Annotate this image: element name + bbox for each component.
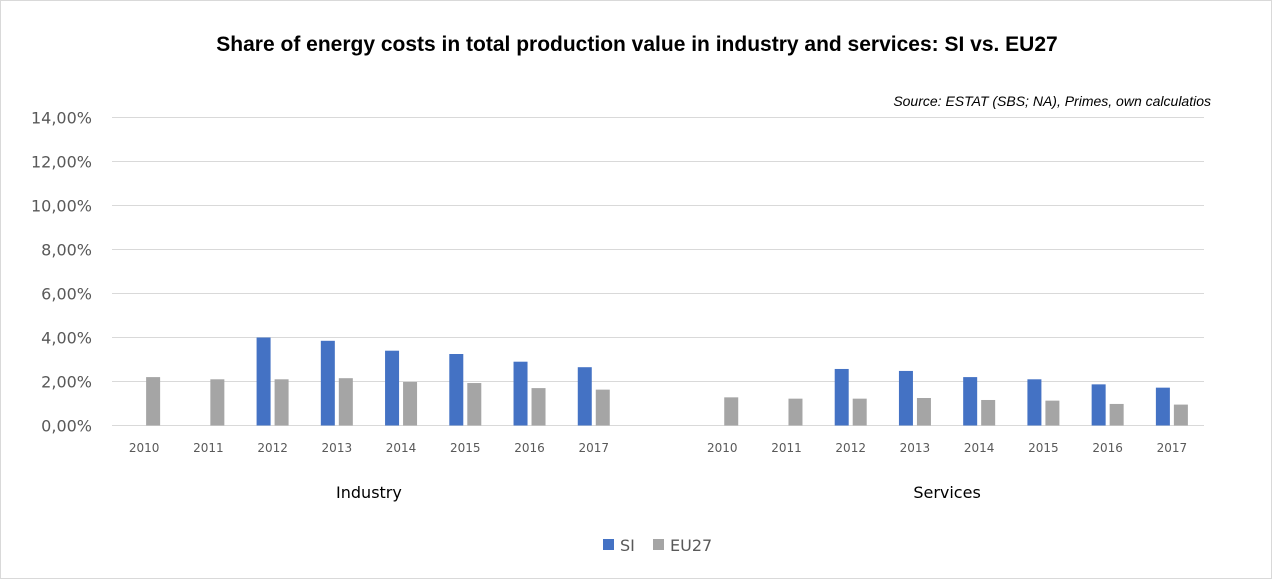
x-tick-label: 2010 [129, 441, 160, 455]
bars [146, 337, 1188, 426]
bar-eu27-industry-2014 [403, 381, 418, 426]
x-tick-label: 2012 [257, 441, 288, 455]
bar-eu27-services-2014 [981, 399, 996, 426]
source-note: Source: ESTAT (SBS; NA), Primes, own cal… [893, 93, 1211, 109]
y-tick-label: 4,00% [41, 329, 92, 348]
y-axis-ticks: 0,00% 2,00% 4,00% 6,00% 8,00% 10,00% 12,00% 14,… [31, 109, 92, 436]
x-tick-label: 2013 [900, 441, 931, 455]
y-tick-label: 0,00% [41, 417, 92, 436]
y-tick-label: 12,00% [31, 153, 92, 172]
bar-eu27-services-2015 [1045, 400, 1060, 426]
bar-si-industry-2017 [577, 367, 592, 426]
group-label-services: Services [913, 483, 980, 502]
bar-eu27-industry-2012 [274, 379, 289, 426]
x-tick-label: 2014 [386, 441, 417, 455]
legend-swatch-si [603, 539, 614, 550]
x-tick-label: 2016 [514, 441, 545, 455]
bar-si-industry-2016 [513, 361, 528, 426]
bar-eu27-services-2017 [1173, 404, 1188, 426]
x-tick-label: 2011 [771, 441, 802, 455]
bar-eu27-industry-2016 [531, 388, 546, 426]
bar-eu27-industry-2015 [467, 383, 482, 426]
gridlines [112, 117, 1204, 426]
bar-eu27-industry-2017 [595, 389, 610, 426]
bar-eu27-services-2013 [916, 398, 931, 426]
y-tick-label: 2,00% [41, 373, 92, 392]
legend-label-eu27: EU27 [670, 536, 712, 555]
legend-swatch-eu27 [653, 539, 664, 550]
x-tick-label: 2017 [1157, 441, 1188, 455]
legend-label-si: SI [620, 536, 635, 555]
y-tick-label: 8,00% [41, 241, 92, 260]
bar-si-services-2016 [1091, 384, 1106, 426]
bar-si-industry-2013 [320, 340, 335, 426]
bar-si-industry-2014 [385, 350, 400, 426]
bar-si-services-2013 [898, 370, 913, 426]
x-tick-label: 2014 [964, 441, 995, 455]
bar-eu27-industry-2013 [338, 378, 353, 426]
x-axis-ticks: 2010 2011 2012 2013 2014 2015 2016 2017 2010 2011… [129, 441, 1187, 455]
bar-si-services-2014 [963, 377, 978, 426]
x-tick-label: 2017 [578, 441, 609, 455]
bar-si-services-2012 [834, 368, 849, 426]
group-labels: Industry Services [336, 483, 981, 502]
x-tick-label: 2010 [707, 441, 738, 455]
chart-title: Share of energy costs in total productio… [216, 33, 1057, 56]
group-label-industry: Industry [336, 483, 402, 502]
x-tick-label: 2013 [322, 441, 353, 455]
bar-eu27-industry-2011 [210, 379, 225, 426]
x-tick-label: 2011 [193, 441, 224, 455]
x-tick-label: 2015 [1028, 441, 1059, 455]
x-tick-label: 2016 [1092, 441, 1123, 455]
bar-si-industry-2012 [256, 337, 271, 426]
y-tick-label: 14,00% [31, 109, 92, 128]
y-tick-label: 10,00% [31, 197, 92, 216]
x-tick-label: 2012 [835, 441, 866, 455]
bar-si-services-2017 [1155, 387, 1170, 426]
bar-eu27-services-2016 [1109, 403, 1124, 426]
bar-eu27-services-2010 [724, 397, 739, 426]
x-tick-label: 2015 [450, 441, 481, 455]
bar-si-industry-2015 [449, 354, 464, 426]
legend: SI EU27 [603, 536, 712, 555]
bar-eu27-services-2012 [852, 398, 867, 426]
y-tick-label: 6,00% [41, 285, 92, 304]
bar-eu27-industry-2010 [146, 377, 161, 426]
bar-eu27-services-2011 [788, 398, 803, 426]
bar-si-services-2015 [1027, 379, 1042, 426]
